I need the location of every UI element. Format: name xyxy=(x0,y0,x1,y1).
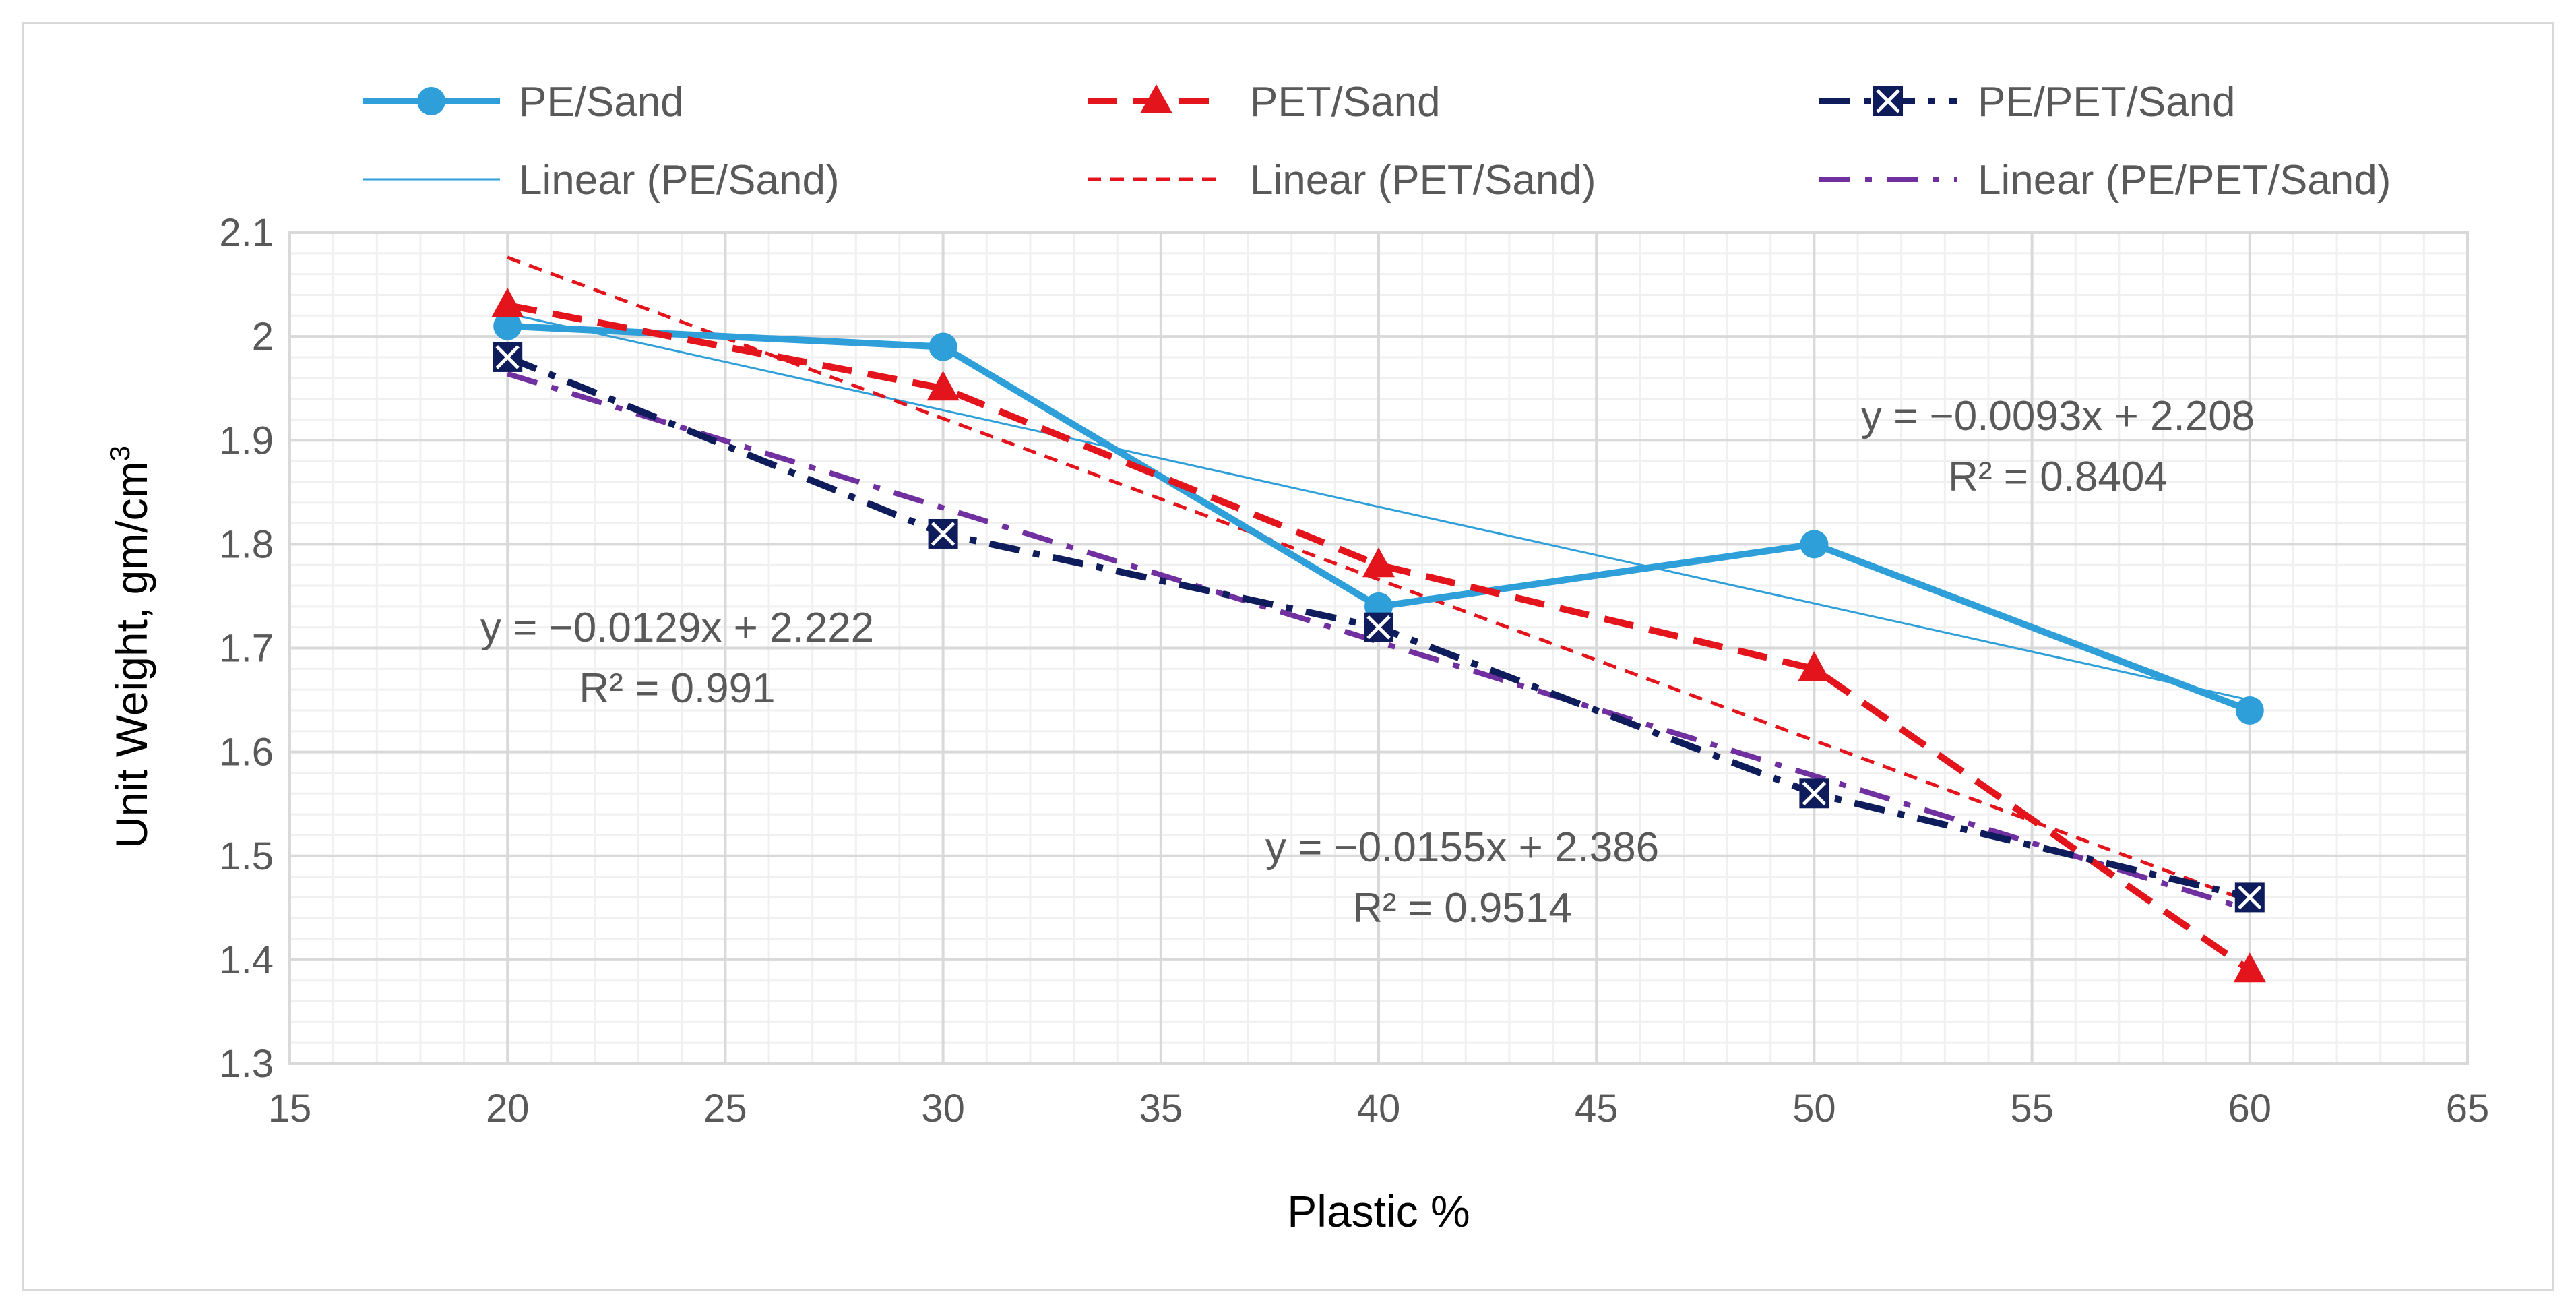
major-grid xyxy=(288,231,2469,1065)
x-tick-label: 40 xyxy=(1357,1087,1401,1130)
legend-label-pe-sand: PE/Sand xyxy=(519,79,684,125)
legend-item-linear-pet-sand: Linear (PET/Sand) xyxy=(1088,157,1596,204)
x-tick-label: 20 xyxy=(486,1087,530,1130)
y-tick-label: 1.3 xyxy=(219,1042,274,1086)
y-tick-label: 1.6 xyxy=(219,731,274,774)
x-tick-label: 60 xyxy=(2228,1087,2272,1130)
data-point-pet-sand xyxy=(2233,952,2266,983)
x-axis-title: Plastic % xyxy=(1287,1186,1470,1236)
legend-label-linear-pe-sand: Linear (PE/Sand) xyxy=(519,157,840,204)
x-tick-label: 35 xyxy=(1139,1087,1183,1130)
y-tick-label: 2.1 xyxy=(219,211,274,255)
trendline-pe-sand xyxy=(507,312,2251,702)
trend-eq-pet-sand: y = −0.0155x + 2.386 xyxy=(1265,824,1659,871)
data-point-pet-sand xyxy=(491,287,524,317)
y-tick-label: 1.7 xyxy=(219,627,274,671)
data-point-pe-pet-sand xyxy=(2234,882,2265,913)
y-tick-label: 1.5 xyxy=(219,834,274,878)
legend-item-pet-sand: PET/Sand xyxy=(1088,79,1441,125)
y-tick-label: 1.8 xyxy=(219,522,274,566)
x-tick-label: 50 xyxy=(1792,1087,1836,1130)
data-point-pe-sand xyxy=(929,332,957,361)
trendline-pet-sand xyxy=(507,255,2251,903)
x-tick-label: 25 xyxy=(703,1087,747,1130)
y-tick-label: 1.4 xyxy=(219,938,274,982)
legend-label-linear-pe-pet-sand: Linear (PE/PET/Sand) xyxy=(1978,157,2391,204)
trend-r2-pe-pet-sand: R² = 0.991 xyxy=(579,665,775,712)
legend-item-linear-pe-sand: Linear (PE/Sand) xyxy=(363,157,840,204)
y-axis-title: Unit Weight, gm/cm3 xyxy=(104,446,156,849)
data-point-pe-sand xyxy=(1800,530,1829,559)
legend-marker-pet-sand xyxy=(1140,84,1172,113)
data-point-pe-pet-sand xyxy=(928,518,958,549)
data-markers xyxy=(491,287,2266,983)
x-tick-label: 45 xyxy=(1575,1087,1619,1130)
x-tick-label: 15 xyxy=(268,1087,312,1130)
data-point-pet-sand xyxy=(926,371,960,401)
series-line-pet-sand xyxy=(507,301,2252,973)
legend-label-linear-pet-sand: Linear (PET/Sand) xyxy=(1250,157,1596,204)
y-tick-label: 1.9 xyxy=(219,419,274,462)
trend-eq-pe-sand: y = −0.0093x + 2.208 xyxy=(1861,393,2255,439)
legend-item-linear-pe-pet-sand: Linear (PE/PET/Sand) xyxy=(1819,157,2391,204)
trend-r2-pet-sand: R² = 0.9514 xyxy=(1352,885,1572,932)
x-tick-label: 30 xyxy=(921,1087,965,1130)
legend: PE/Sand PET/Sand PE/PET/Sand Linear (PE/… xyxy=(363,79,2391,204)
data-point-pet-sand xyxy=(1362,547,1395,578)
data-point-pe-pet-sand xyxy=(493,342,523,372)
legend-item-pe-sand: PE/Sand xyxy=(363,79,684,125)
trend-r2-pe-sand: R² = 0.8404 xyxy=(1948,454,2168,500)
data-point-pet-sand xyxy=(1798,651,1831,681)
trend-eq-pe-pet-sand: y = −0.0129x + 2.222 xyxy=(480,605,874,651)
data-point-pe-pet-sand xyxy=(1364,612,1393,642)
legend-label-pe-pet-sand: PE/PET/Sand xyxy=(1978,79,2236,125)
y-axis-tick-labels: 1.3 1.4 1.5 1.6 1.7 1.8 1.9 2 2.1 xyxy=(219,211,274,1086)
x-tick-label: 55 xyxy=(2010,1087,2054,1130)
legend-item-pe-pet-sand: PE/PET/Sand xyxy=(1819,79,2236,125)
y-axis-title-main: Unit Weight, gm/cm xyxy=(106,461,156,849)
x-tick-label: 65 xyxy=(2446,1087,2490,1130)
y-tick-label: 2 xyxy=(252,315,274,359)
trendlines xyxy=(507,255,2251,913)
y-axis-title-superscript: 3 xyxy=(104,446,135,461)
data-point-pe-pet-sand xyxy=(1799,778,1829,809)
legend-marker-pe-sand xyxy=(417,87,445,115)
legend-marker-pe-pet-sand xyxy=(1873,86,1903,116)
legend-label-pet-sand: PET/Sand xyxy=(1250,79,1441,125)
x-axis-tick-labels: 15 20 25 30 35 40 45 50 55 60 65 xyxy=(268,1087,2490,1130)
data-point-pe-sand xyxy=(493,311,522,340)
data-point-pe-sand xyxy=(2235,696,2264,725)
